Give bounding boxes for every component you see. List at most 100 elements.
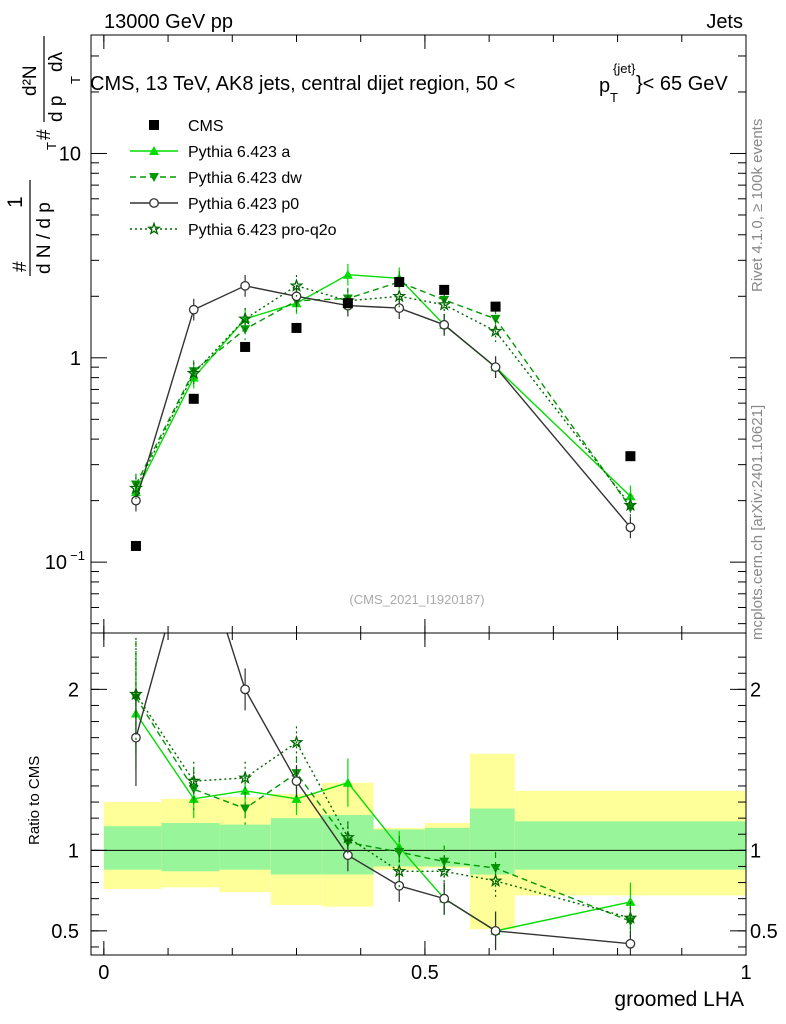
- ratio-y-tick-label-right: 1: [750, 840, 761, 862]
- series-3-ratio-point: [186, 773, 201, 788]
- title-sup: {jet}: [613, 61, 636, 76]
- ratio-band-inner: [219, 824, 271, 870]
- x-tick-label: 0.5: [411, 962, 439, 984]
- ylabel-sub-T1: T: [44, 142, 59, 150]
- legend-label-2: Pythia 6.423 dw: [188, 170, 302, 187]
- ylabel-dlambda: dλ: [46, 51, 67, 72]
- cms-data-point: [439, 284, 450, 295]
- series-2-ratio-point: [189, 524, 198, 533]
- title-p: p: [599, 75, 610, 97]
- legend-marker-3: [149, 198, 159, 208]
- series-0-ratio-point: [342, 777, 353, 787]
- legend-marker-0: [149, 120, 159, 130]
- main-plot-area: [128, 263, 638, 551]
- legend-marker-2: [149, 173, 159, 182]
- rivet-label: Rivet 4.1.0, ≥ 100k events: [749, 119, 766, 292]
- legend-label-4: Pythia 6.423 pro-q2o: [188, 222, 337, 239]
- ratio-y-tick-label-right: 0.5: [750, 921, 778, 943]
- legend-label-0: CMS: [188, 118, 224, 135]
- series-2-main-line: [135, 285, 631, 528]
- series-2-main-point: [188, 304, 199, 315]
- series-1-ratio-point: [240, 804, 251, 814]
- series-3-main-point: [128, 480, 144, 495]
- plot-title: CMS, 13 TeV, AK8 jets, central dijet reg…: [90, 61, 728, 105]
- header-right: Jets: [706, 11, 743, 33]
- ratio-band-inner: [161, 822, 220, 872]
- cms-data-point: [490, 301, 501, 312]
- series-3-main-point: [289, 278, 304, 292]
- series-2-main-point: [394, 303, 405, 314]
- main-y-tick-exponent: −1: [70, 548, 85, 563]
- title-main: CMS, 13 TeV, AK8 jets, central dijet reg…: [90, 73, 515, 95]
- ylabel-hash-2: #: [34, 129, 55, 140]
- series-3-ratio-point: [623, 910, 638, 924]
- legend-label-1: Pythia 6.423 a: [188, 144, 290, 161]
- series-0-main-point: [188, 372, 199, 382]
- legend: CMS Pythia 6.423 a Pythia 6.423 dw Pythia 6…: [130, 118, 337, 239]
- ratio-y-tick-label: 2: [68, 679, 79, 701]
- series-3-main-point: [623, 497, 638, 512]
- series-0-ratio-point: [291, 793, 302, 803]
- cms-data-point: [342, 298, 353, 309]
- legend-marker-1: [149, 146, 159, 155]
- series-2-main-point: [439, 319, 450, 330]
- series-3-main-point: [488, 323, 503, 338]
- series-2-main-point: [131, 495, 141, 506]
- series-1-ratio-point: [490, 864, 501, 874]
- x-axis-label: groomed LHA: [614, 988, 744, 1011]
- x-tick-label: 0: [98, 962, 109, 984]
- ylabel-one: 1: [4, 196, 27, 208]
- series-1-ratio-point: [394, 847, 405, 857]
- series-2-ratio-point: [342, 850, 353, 861]
- cms-data-point: [394, 276, 405, 287]
- series-1-main-point: [188, 367, 199, 377]
- series-2-main-point: [625, 522, 636, 533]
- analysis-watermark: (CMS_2021_I1920187): [349, 592, 484, 607]
- ylabel-dpT: d p: [46, 96, 67, 122]
- series-0-main-point: [342, 269, 353, 279]
- series-2-main-point: [490, 362, 501, 373]
- ratio-uncertainty-bands: [103, 753, 746, 930]
- series-3-ratio-point: [392, 863, 407, 878]
- series-3-main-point: [186, 365, 201, 380]
- ratio-band-inner: [514, 821, 746, 870]
- main-y-tick-label: 10: [59, 143, 81, 165]
- series-3-ratio-point: [437, 863, 452, 878]
- ratio-band-inner: [103, 826, 162, 870]
- ylabel-d2N: d²N: [20, 65, 41, 96]
- series-3-ratio-point: [488, 873, 503, 887]
- series-1-main-line: [135, 281, 631, 508]
- series-2-ratio-point: [490, 925, 501, 936]
- ratio-y-tick-label: 0.5: [51, 921, 79, 943]
- series-1-ratio-point: [188, 785, 199, 795]
- series-2-ratio-point: [439, 893, 450, 904]
- title-sub: T: [610, 90, 618, 105]
- series-3-main-point: [238, 311, 253, 325]
- ratio-plot-frame: [90, 632, 747, 956]
- series-0-ratio-point: [240, 785, 251, 795]
- cms-data-point: [291, 322, 302, 333]
- series-3-ratio-point: [340, 830, 355, 844]
- series-2-ratio-point: [625, 938, 636, 949]
- cms-data-point: [188, 393, 199, 404]
- series-3-ratio-point: [238, 770, 253, 784]
- series-3-main-point: [437, 297, 452, 311]
- series-2-ratio-point: [291, 776, 302, 787]
- ylabel-sub-T2: T: [68, 76, 83, 84]
- series-3-main-point: [392, 288, 407, 303]
- title-tail: }< 65 GeV: [636, 73, 728, 95]
- ylabel-hash-1: #: [10, 261, 31, 272]
- main-y-tick-label: 1: [70, 348, 81, 370]
- series-2-main-point: [240, 280, 251, 291]
- series-3-ratio-point: [289, 735, 304, 749]
- main-y-tick-label: 10: [45, 552, 67, 574]
- cms-data-point: [240, 341, 251, 352]
- legend-label-3: Pythia 6.423 p0: [188, 196, 299, 213]
- ylabel-dN-dpT: d N / d p: [34, 202, 55, 274]
- main-y-axis-label: # 1 d N / d p T # d²N d p T dλ: [4, 36, 83, 276]
- ratio-y-tick-label: 1: [68, 840, 79, 862]
- ratio-y-tick-label-right: 2: [750, 679, 761, 701]
- ratio-band-inner: [270, 818, 323, 875]
